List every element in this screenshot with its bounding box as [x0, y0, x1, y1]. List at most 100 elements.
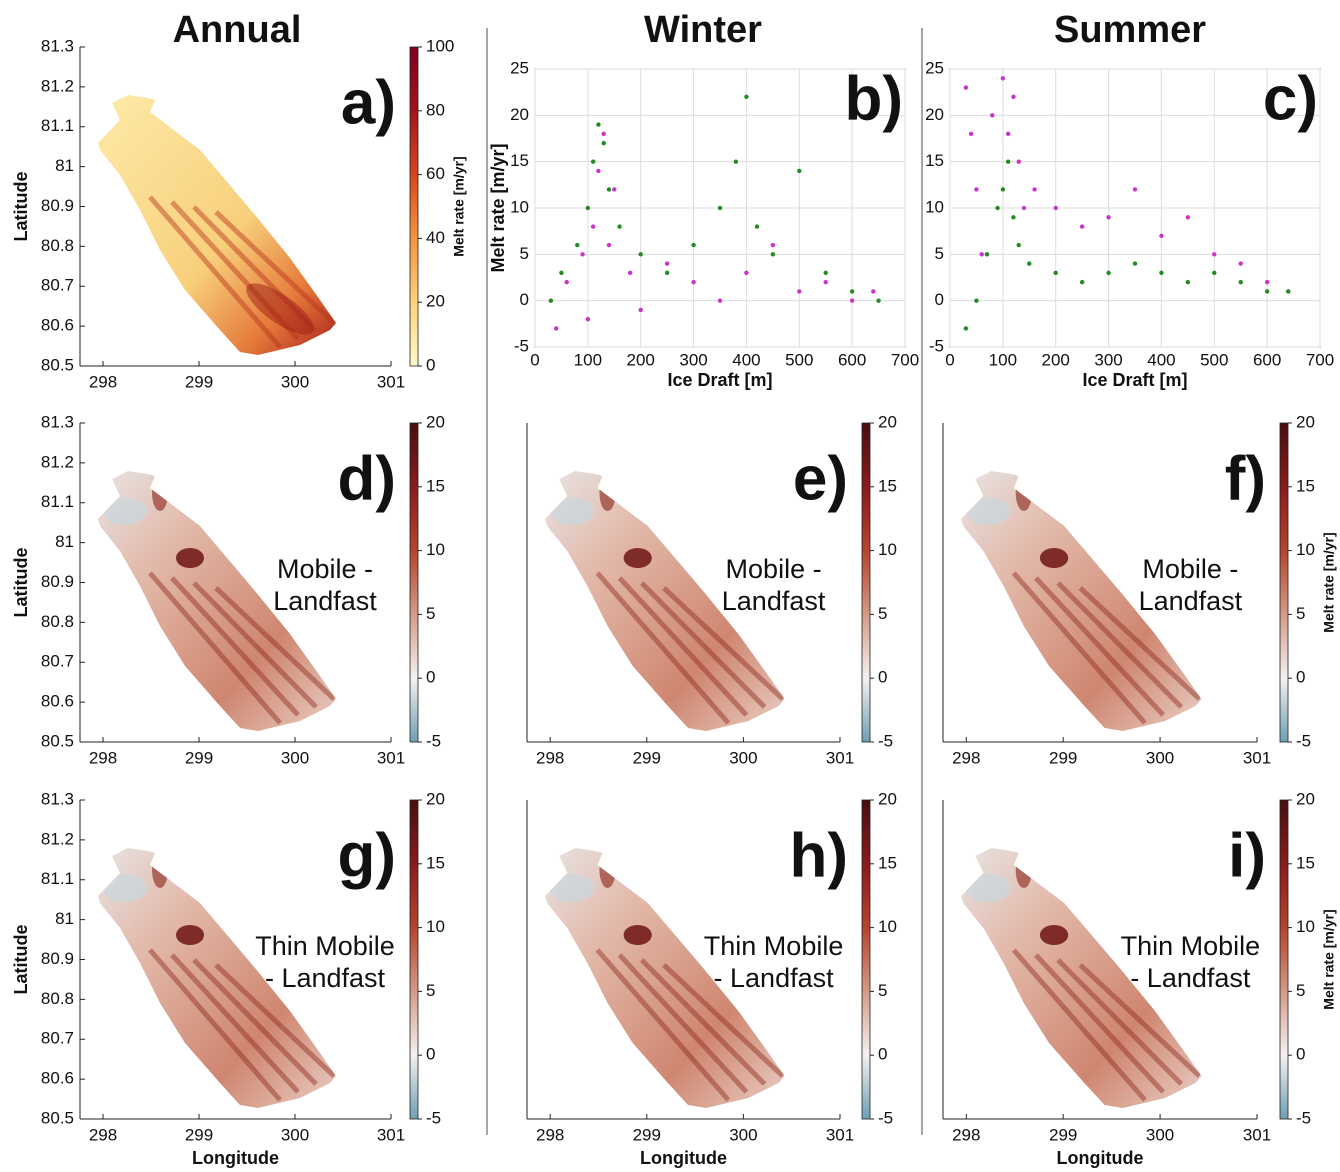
scatter-point [823, 270, 828, 276]
ice-shelf [961, 848, 1202, 1108]
scatter-point [575, 242, 580, 248]
x-tick-label: 200 [627, 350, 655, 369]
x-tick-label: 299 [185, 1125, 213, 1144]
column-title: Winter [644, 9, 762, 51]
colorbar-tick-label: 15 [878, 853, 897, 872]
x-tick-label: 298 [952, 748, 980, 767]
panel: 298 299 300 301 80.5 80.6 80.7 80.8 80.9 81 81.1 81… [11, 412, 445, 767]
x-tick-label: 298 [89, 748, 117, 767]
ice-shelf [961, 471, 1202, 731]
colorbar-tick-label: 80 [426, 100, 445, 119]
x-axis-label: Ice Draft [m] [1082, 370, 1187, 390]
scatter-point [984, 252, 990, 257]
scatter-point [1027, 261, 1032, 266]
stripe [148, 195, 282, 349]
y-tick-label: 81.1 [41, 492, 74, 511]
x-tick-label: 301 [1243, 748, 1271, 767]
hotspot [623, 548, 652, 568]
scatter-point [596, 122, 601, 127]
x-tick-label: 299 [633, 748, 661, 767]
y-tick-label: 20 [925, 105, 944, 124]
stripe [1078, 586, 1202, 701]
scatter-point [717, 298, 723, 303]
panel: 298 299 300 301 Longitude Thin Mobile- Landfa… [942, 789, 1337, 1168]
panel: 298 299 300 301 80.5 80.6 80.7 80.8 80.9 81 81.1 81… [11, 789, 445, 1167]
x-tick-label: 301 [826, 1125, 854, 1144]
y-tick-label: 80.6 [41, 1069, 74, 1088]
annotation: Landfast [1139, 586, 1243, 616]
scatter-point [770, 242, 776, 248]
x-tick-label: 300 [1094, 350, 1122, 369]
stripe [1034, 953, 1165, 1094]
y-tick-label: 80.7 [41, 1029, 74, 1048]
panel: 298 299 300 301 Longitude Thin Mobile- Landfa… [526, 789, 897, 1168]
colorbar [409, 799, 419, 1120]
colorbar-tick-label: 20 [878, 789, 897, 808]
x-tick-label: 100 [574, 350, 602, 369]
annotation: Thin Mobile [255, 931, 395, 961]
panel-label: h) [789, 821, 848, 890]
x-tick-label: 299 [1049, 748, 1077, 767]
low-zone [550, 497, 595, 525]
column-title: Summer [1054, 9, 1206, 51]
x-tick-label: 100 [989, 350, 1017, 369]
colorbar-tick-label: 0 [426, 668, 435, 687]
scatter-point [606, 187, 612, 192]
scatter-point [744, 94, 749, 100]
x-tick-label: 300 [1146, 748, 1174, 767]
stripe [170, 953, 300, 1094]
hotspot [152, 475, 168, 511]
colorbar-tick-label: 15 [878, 476, 897, 495]
low-zone [966, 874, 1011, 902]
colorbar-tick-label: 10 [426, 540, 445, 559]
ice-shelf [98, 848, 336, 1108]
colorbar-tick-label: 5 [1296, 981, 1305, 1000]
colorbar-label: Melt rate [m/yr] [1321, 909, 1337, 1009]
colorbar-tick-label: 20 [426, 292, 445, 311]
stripe [1011, 571, 1147, 725]
y-tick-label: 80.8 [41, 989, 74, 1008]
scatter-point [585, 317, 591, 322]
scatter-point [990, 113, 995, 118]
scatter-point [754, 224, 760, 229]
colorbar [409, 46, 419, 367]
panel-label: b) [844, 64, 903, 133]
stripe [617, 953, 749, 1094]
y-tick-label: 80.5 [41, 1108, 74, 1127]
scatter-point [823, 279, 828, 285]
colorbar-tick-label: 20 [1296, 412, 1315, 431]
hotspot [152, 852, 168, 888]
y-tick-label: 81.2 [41, 452, 74, 471]
colorbar-tick-label: 100 [426, 36, 454, 55]
scatter-point [1005, 159, 1011, 164]
colorbar [1279, 799, 1289, 1120]
colorbar-tick-label: 20 [1296, 789, 1315, 808]
annotation: Mobile - [726, 554, 822, 584]
panel-label: i) [1228, 821, 1266, 890]
x-tick-label: 298 [536, 748, 564, 767]
scatter-point [974, 298, 979, 303]
y-tick-label: 5 [520, 244, 529, 263]
panel: 298 299 300 301 Mobile -Landfast -5 0 5 10 15 20 e) [526, 412, 897, 767]
scatter-point [664, 261, 670, 266]
scatter-point [876, 298, 881, 303]
y-tick-label: 80.8 [41, 612, 74, 631]
scatter-point [590, 159, 596, 164]
scatter-point [664, 270, 670, 276]
scatter-point [797, 289, 802, 294]
stripe [1034, 576, 1165, 717]
colorbar-tick-label: -5 [1296, 1108, 1311, 1127]
annotation: - Landfast [714, 963, 835, 993]
y-tick-label: -5 [929, 336, 944, 355]
scatter-point [1011, 94, 1016, 100]
scatter-point [601, 140, 606, 146]
colorbar-tick-label: 10 [878, 540, 897, 559]
texture [148, 195, 336, 349]
scatter-point [590, 224, 596, 229]
y-tick-label: 20 [510, 105, 529, 124]
scatter-point [638, 252, 643, 257]
x-tick-label: 500 [785, 350, 813, 369]
colorbar-tick-label: 60 [426, 164, 445, 183]
y-tick-label: 80.5 [41, 355, 74, 374]
